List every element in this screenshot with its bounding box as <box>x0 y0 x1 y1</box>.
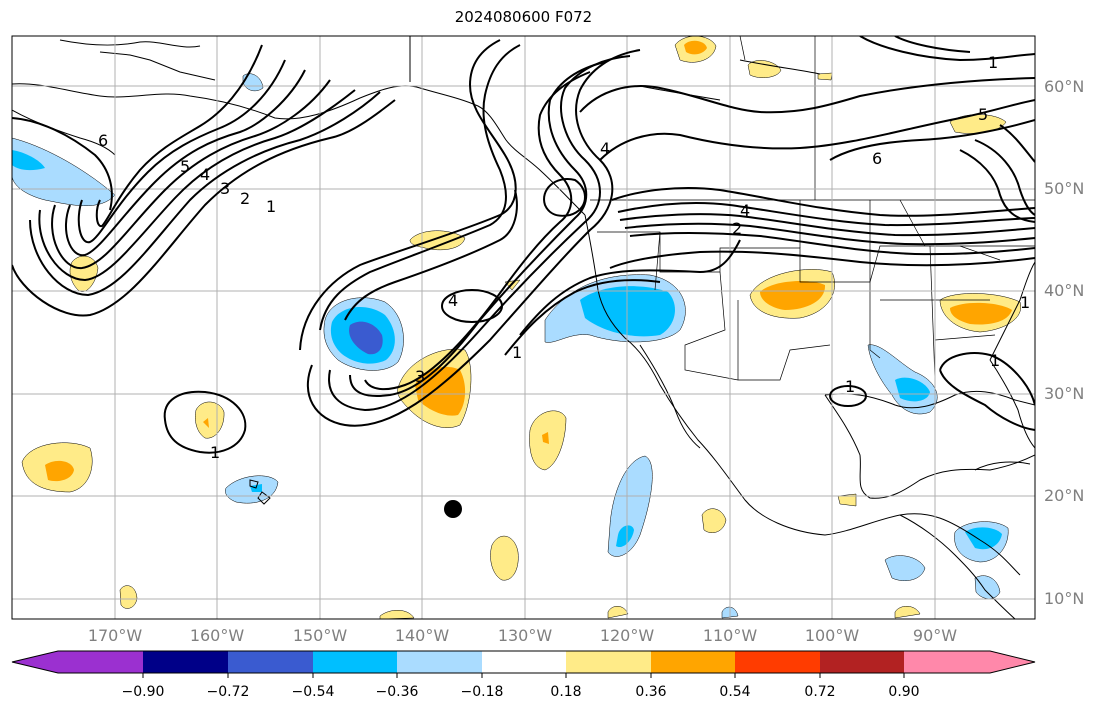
latitude-label: 60°N <box>1044 77 1085 96</box>
colorbar-tick-label: 0.90 <box>888 684 920 700</box>
longitude-label: 120°W <box>599 626 655 645</box>
colorbar-segment <box>566 651 651 673</box>
contour-label: 5 <box>978 105 988 124</box>
colorbar-tick-label: 0.54 <box>719 684 751 700</box>
colorbar-tick-label: 0.72 <box>804 684 836 700</box>
colorbar-segment <box>58 651 143 673</box>
colorbar-segment <box>397 651 482 673</box>
colorbar-tick-label: −0.18 <box>460 684 504 700</box>
contour-label: 5 <box>180 157 190 176</box>
contour-label: 1 <box>988 53 998 72</box>
contour-label: 1 <box>266 197 276 216</box>
colorbar-tick-label: 0.36 <box>635 684 667 700</box>
latitude-label: 20°N <box>1044 486 1085 505</box>
colorbar-segment <box>990 651 1035 673</box>
contour-label: 6 <box>872 149 882 168</box>
colorbar-tick-label: −0.54 <box>291 684 335 700</box>
contour-label: 4 <box>448 291 458 310</box>
contour-label: 3 <box>415 367 425 386</box>
colorbar-tick-label: −0.90 <box>121 684 165 700</box>
contour-label: 2 <box>732 219 742 238</box>
colorbar-segment <box>820 651 904 673</box>
contour-label: 1 <box>512 343 522 362</box>
colorbar-segment <box>143 651 228 673</box>
contour-label: 1 <box>1020 293 1030 312</box>
contour-label: 4 <box>600 139 610 158</box>
latitude-label: 50°N <box>1044 179 1085 198</box>
latitude-label: 30°N <box>1044 384 1085 403</box>
longitude-label: 130°W <box>497 626 553 645</box>
colorbar-segment <box>735 651 820 673</box>
colorbar-tick-label: 0.18 <box>550 684 582 700</box>
contour-labels: 1 1 1 1 1 1 2 2 3 3 4 4 4 4 5 5 6 6 1 <box>98 53 1030 462</box>
colorbar-tick-label: −0.72 <box>206 684 250 700</box>
colorbar-tick-label: −0.36 <box>375 684 419 700</box>
colorbar-segment <box>651 651 735 673</box>
contour-lines <box>12 36 1035 454</box>
map-frame <box>11 35 1036 620</box>
location-marker <box>444 500 462 518</box>
colorbar-segment <box>313 651 397 673</box>
longitude-label: 100°W <box>804 626 860 645</box>
coastlines <box>12 36 1035 619</box>
contour-label: 2 <box>240 189 250 208</box>
colorbar-segment <box>482 651 566 673</box>
longitude-label: 140°W <box>394 626 450 645</box>
contour-label: 4 <box>740 201 750 220</box>
contour-label: 6 <box>98 131 108 150</box>
longitude-label: 150°W <box>292 626 348 645</box>
colorbar-segment <box>904 651 990 673</box>
colorbar-segment <box>12 651 58 673</box>
colorbar <box>11 650 1036 678</box>
graticule <box>12 36 1035 619</box>
colorbar-segment <box>228 651 313 673</box>
latitude-label: 40°N <box>1044 281 1085 300</box>
longitude-label: 170°W <box>87 626 143 645</box>
longitude-label: 90°W <box>912 626 958 645</box>
contour-label: 1 <box>845 377 855 396</box>
contour-label: 1 <box>210 443 220 462</box>
contour-label: 4 <box>200 165 210 184</box>
longitude-label: 110°W <box>702 626 758 645</box>
latitude-label: 10°N <box>1044 589 1085 608</box>
political-borders <box>590 36 1035 381</box>
anomaly-shading <box>12 36 1022 619</box>
map-title: 2024080600 F072 <box>454 8 593 26</box>
contour-label: 3 <box>220 179 230 198</box>
longitude-label: 160°W <box>189 626 245 645</box>
contour-label: 1 <box>990 351 1000 370</box>
